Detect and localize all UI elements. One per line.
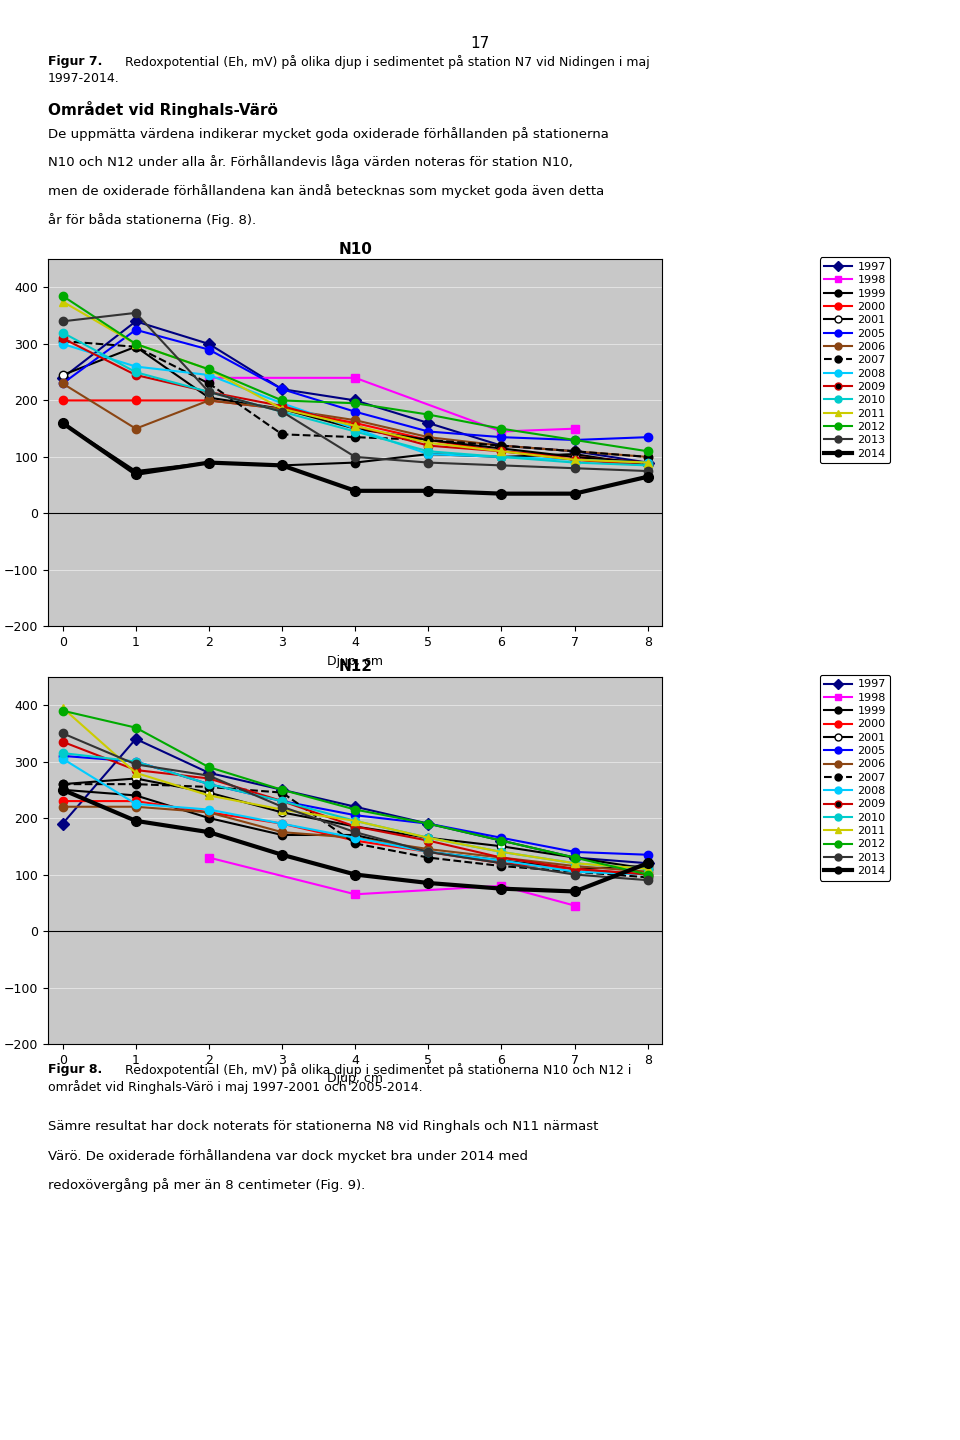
Text: Figur 7.: Figur 7. <box>48 55 103 68</box>
Text: Figur 8.: Figur 8. <box>48 1063 103 1076</box>
Text: området vid Ringhals-Värö i maj 1997-2001 och 2005-2014.: området vid Ringhals-Värö i maj 1997-200… <box>48 1080 422 1094</box>
Text: redoxövergång på mer än 8 centimeter (Fig. 9).: redoxövergång på mer än 8 centimeter (Fi… <box>48 1178 365 1192</box>
Text: 17: 17 <box>470 36 490 50</box>
X-axis label: Djup, cm: Djup, cm <box>327 655 383 668</box>
Text: år för båda stationerna (Fig. 8).: år för båda stationerna (Fig. 8). <box>48 213 256 228</box>
Title: N12: N12 <box>338 660 372 674</box>
Legend: 1997, 1998, 1999, 2000, 2001, 2005, 2006, 2007, 2008, 2009, 2010, 2011, 2012, 20: 1997, 1998, 1999, 2000, 2001, 2005, 2006… <box>820 258 890 464</box>
Text: men de oxiderade förhållandena kan ändå betecknas som mycket goda även detta: men de oxiderade förhållandena kan ändå … <box>48 184 604 199</box>
X-axis label: Djup, cm: Djup, cm <box>327 1073 383 1086</box>
Text: Redoxpotential (Eh, mV) på olika djup i sedimentet på station N7 vid Nidingen i : Redoxpotential (Eh, mV) på olika djup i … <box>125 55 650 69</box>
Title: N10: N10 <box>338 242 372 256</box>
Text: Värö. De oxiderade förhållandena var dock mycket bra under 2014 med: Värö. De oxiderade förhållandena var doc… <box>48 1149 528 1164</box>
Legend: 1997, 1998, 1999, 2000, 2001, 2005, 2006, 2007, 2008, 2009, 2010, 2011, 2012, 20: 1997, 1998, 1999, 2000, 2001, 2005, 2006… <box>820 675 890 881</box>
Text: Sämre resultat har dock noterats för stationerna N8 vid Ringhals och N11 närmast: Sämre resultat har dock noterats för sta… <box>48 1120 598 1133</box>
Text: Redoxpotential (Eh, mV) på olika djup i sedimentet på stationerna N10 och N12 i: Redoxpotential (Eh, mV) på olika djup i … <box>125 1063 631 1077</box>
Text: Området vid Ringhals-Värö: Området vid Ringhals-Värö <box>48 101 277 118</box>
Text: N10 och N12 under alla år. Förhållandevis låga värden noteras för station N10,: N10 och N12 under alla år. Förhållandevi… <box>48 156 573 170</box>
Text: 1997-2014.: 1997-2014. <box>48 72 120 85</box>
Text: De uppmätta värdena indikerar mycket goda oxiderade förhållanden på stationerna: De uppmätta värdena indikerar mycket god… <box>48 127 609 141</box>
